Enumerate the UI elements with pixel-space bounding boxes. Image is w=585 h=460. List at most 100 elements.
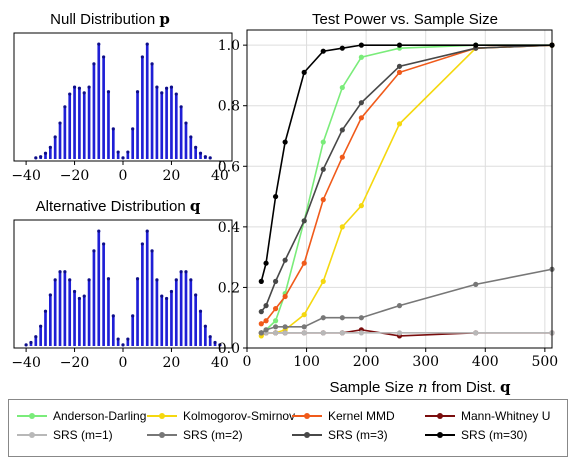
null-dist-xtick-label: −20 [60,168,90,184]
alt-dist-bar-marker [102,242,106,246]
y-tick-label: 0.2 [218,280,240,296]
alt-dist-bar-marker [194,293,198,297]
null-dist-bar-marker [92,62,96,66]
null-dist-bar [116,152,120,159]
alt-dist-bar-marker [213,340,217,345]
y-tick-label: 1.0 [218,38,240,54]
data-point-srs-m-3 [301,218,307,224]
test-power-series [258,42,555,339]
data-point-srs-m-30 [263,260,269,266]
legend-swatch [292,430,322,440]
alt-dist-bar-marker [184,270,188,274]
alt-dist-bar-marker [165,296,169,301]
data-point-srs-m-30 [339,45,345,51]
x-tick-label: 200 [353,354,380,370]
alt-dist-bar [199,311,202,346]
alt-dist-bar [49,294,52,346]
data-point-srs-m-2 [272,324,279,330]
null-dist-bar [194,147,197,159]
null-dist-bar-marker [72,85,77,89]
series-line-srs-m-2 [260,268,553,334]
null-dist-bar [141,56,144,159]
alt-dist-bar [145,231,149,346]
alt-dist-bar-marker [169,289,174,294]
x-tick-label: 0 [243,354,252,370]
null-dist-bar-marker [58,121,62,125]
data-point-srs-m-3 [263,303,269,309]
alt-dist-bar [111,315,115,346]
alt-dist-bar [73,291,76,346]
alt-dist-bar [174,279,178,346]
null-distribution-axes [13,32,233,162]
data-point-srs-m-3 [320,166,326,172]
legend-item-kolmogorov-smirnov: Kolmogorov-Smirnov [147,406,295,425]
null-dist-bar-marker [198,151,203,155]
null-dist-bar [107,91,110,159]
alt-dist-bar-marker [82,294,86,298]
null-dist-bar [44,153,47,159]
null-dist-bar-marker [194,145,198,149]
data-point-kernel-mmd [263,318,269,324]
null-dist-bar-marker [63,105,67,109]
data-point-srs-m-2 [358,315,364,321]
test-power-gridlines [246,30,552,349]
alt-dist-bar-marker [155,278,159,282]
alt-dist-bar [68,279,72,346]
null-dist-bar [78,88,81,159]
x-tick-label: 300 [412,354,439,370]
test-power-xlabel: Sample Size n from Dist. q [329,378,511,396]
null-dist-bar [87,87,91,159]
null-dist-bar-marker [39,155,43,159]
alt-dist-xtick-label: 20 [163,355,181,371]
null-dist-bar [111,128,115,159]
null-dist-bar [199,153,202,159]
legend-label: Kernel MMD [328,408,395,423]
alt-dist-bar-marker [68,278,72,282]
legend-item-mann-whitney-u: Mann-Whitney U [425,406,565,425]
null-dist-xtick-label: 0 [119,168,128,184]
legend-swatch [147,411,177,421]
alt-dist-bar-marker [189,278,193,282]
null-dist-bar [82,92,86,159]
legend-grid: Anderson-Darling Kolmogorov-Smirnov Kernel… [9,400,567,444]
alt-dist-bar [136,278,139,346]
y-tick-label: 0.8 [218,99,240,115]
alt-dist-bar-marker [198,309,203,313]
null-distribution-xticks: −40 −20 0 20 40 [11,161,229,184]
null-dist-bar-marker [116,150,120,154]
data-point-anderson-darling [272,318,279,324]
null-dist-bar-marker [34,156,38,160]
null-dist-bar-marker [43,151,48,155]
legend-item-srs-m-3: SRS (m=3) [292,425,425,444]
null-dist-bar-marker [102,55,106,59]
data-point-srs-m-1 [358,330,364,336]
alternative-distribution-title: Alternative Distribution q [36,197,201,215]
x-tick-label: 500 [531,354,558,370]
legend-label: SRS (m=30) [461,427,528,442]
alt-dist-bar [155,279,159,346]
alt-dist-bar [213,342,217,346]
null-dist-bar-marker [189,135,193,139]
null-dist-xtick-label: −40 [11,168,41,184]
data-point-srs-m-1 [473,330,479,336]
alt-dist-bar [82,296,86,346]
null-distribution-title: Null Distribution p [50,10,170,28]
data-point-srs-m-30 [272,193,279,200]
null-dist-bar [145,44,149,159]
alt-dist-bar [97,231,101,346]
alt-dist-bar [150,250,154,346]
alt-dist-bar-marker [48,293,52,297]
data-point-srs-m-3 [339,127,345,133]
alt-dist-bar [107,278,110,346]
legend-label: Mann-Whitney U [461,408,551,423]
null-dist-bar-marker [174,92,178,96]
null-dist-bar [73,87,76,159]
null-dist-bar-marker [140,55,144,59]
data-point-kernel-mmd [339,154,345,160]
alt-dist-bar-marker [203,324,207,328]
data-point-srs-m-3 [396,63,403,69]
null-dist-bar-marker [97,42,101,46]
x-tick-label: 100 [293,354,320,370]
data-point-srs-m-1 [301,330,307,336]
null-dist-bar-marker [184,121,188,125]
